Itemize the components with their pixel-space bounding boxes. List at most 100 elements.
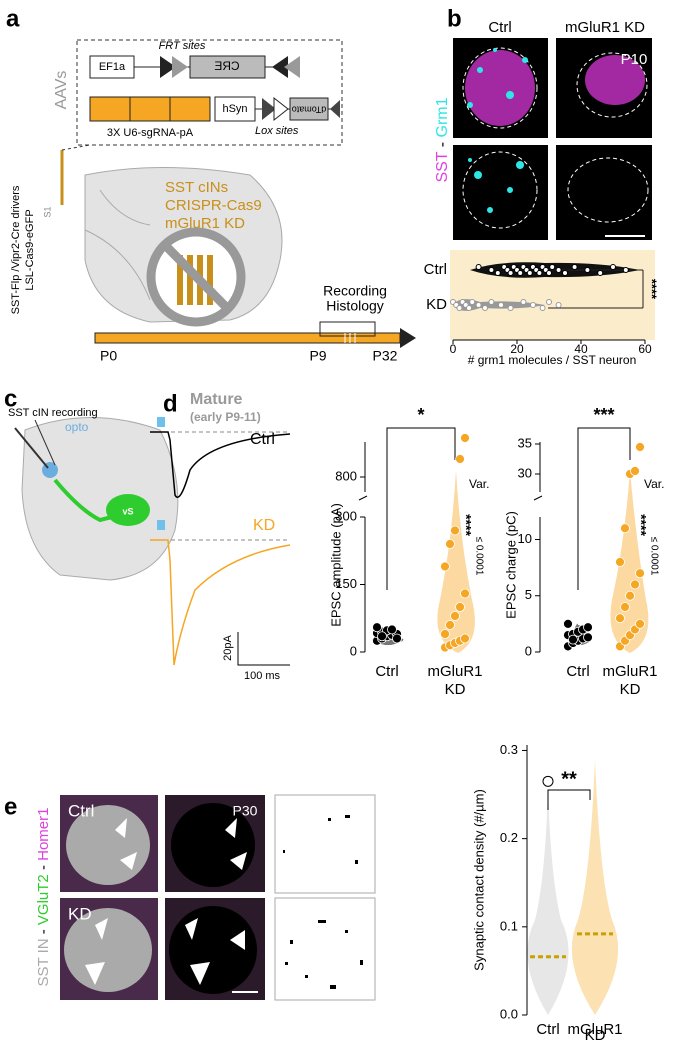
label: * — [417, 405, 424, 425]
side-part: VGluT2 — [35, 874, 52, 925]
label: Ctrl — [68, 801, 94, 820]
label: 20 — [510, 342, 524, 356]
dot — [549, 264, 556, 270]
panel-letter: e — [4, 793, 17, 820]
dot — [563, 618, 573, 629]
dot — [620, 602, 630, 612]
dot — [445, 539, 455, 549]
label: 100 ms — [244, 670, 281, 682]
label: KD — [445, 681, 466, 698]
label: Ctrl — [536, 1021, 559, 1038]
label: 3X U6-sgRNA-pA — [107, 127, 194, 139]
dot — [583, 632, 593, 643]
dot — [635, 442, 645, 452]
dot — [494, 270, 501, 276]
label: LSL-Cas9-eGFP — [24, 209, 36, 290]
label: 0 — [525, 643, 532, 658]
dot — [610, 264, 616, 270]
label: Ctrl — [375, 663, 398, 680]
dot — [635, 618, 645, 629]
dot — [526, 270, 533, 276]
bracket — [547, 789, 591, 810]
label: Lox sites — [255, 125, 299, 137]
dot — [571, 264, 578, 270]
label: CRISPR-Cas9 — [165, 197, 262, 214]
label: P0 — [100, 348, 117, 364]
label: # grm1 molecules / SST neuron — [468, 353, 637, 367]
dot — [377, 631, 387, 642]
dot — [620, 523, 630, 534]
label: **** — [645, 279, 660, 300]
label: **** — [633, 514, 649, 536]
break — [533, 495, 543, 501]
dot — [555, 267, 562, 273]
label: **** — [458, 514, 474, 536]
bracket — [386, 427, 456, 590]
side-part: - — [35, 925, 52, 938]
label: EPSC amplitude (pA) — [328, 503, 343, 627]
label: 0 — [450, 342, 457, 356]
side-part: Grm1 — [434, 97, 451, 137]
label: P9 — [309, 348, 326, 364]
label: Var. — [469, 477, 489, 491]
label: hSyn — [222, 103, 247, 115]
dot — [622, 267, 629, 273]
dot — [584, 267, 591, 273]
cre-label: CRE — [214, 59, 239, 73]
label: (early P9-11) — [190, 410, 261, 424]
dot — [546, 299, 552, 305]
label: SST cIN recording — [8, 407, 98, 419]
dot — [475, 264, 482, 270]
label: ** — [561, 768, 577, 790]
dot — [455, 454, 465, 464]
label: Var. — [644, 477, 664, 491]
label: ≤ 0.0001 — [473, 537, 484, 576]
hsyn-box — [214, 96, 256, 122]
dot — [455, 602, 465, 612]
label: Ctrl — [566, 663, 589, 680]
dot — [615, 613, 625, 624]
label: KD — [620, 681, 641, 698]
dot — [460, 633, 470, 644]
dot — [568, 634, 578, 645]
label: 800 — [335, 468, 357, 483]
side-label: SST IN - VGluT2 - Homer1 — [35, 808, 52, 987]
label: 30 — [518, 465, 532, 480]
panel-letter: a — [6, 5, 20, 32]
dot — [387, 624, 397, 635]
dot — [460, 588, 470, 599]
label: AAVs — [53, 71, 70, 110]
dot — [469, 299, 476, 305]
label: Ctrl — [488, 19, 511, 36]
dot — [460, 433, 470, 443]
side-part: Homer1 — [35, 808, 52, 861]
label: Synaptic contact density (#/µm) — [471, 789, 486, 971]
label: 5 — [525, 587, 532, 602]
label: SST cINs — [165, 179, 228, 196]
dot — [520, 299, 527, 305]
panel-letter: c — [4, 385, 17, 412]
label: 0.1 — [500, 918, 518, 933]
label: KD — [253, 517, 275, 534]
label: 40 — [574, 342, 588, 356]
label: EF1a — [99, 61, 126, 73]
label: mGluR1 KD — [165, 215, 245, 232]
side-label: SST - Grm1 — [434, 97, 451, 182]
label: ≤ 0.0001 — [648, 537, 659, 576]
label: mGluR1 KD — [565, 19, 645, 36]
dot — [507, 270, 514, 276]
label: 0 — [350, 643, 357, 658]
label: P32 — [373, 348, 398, 364]
outlier — [542, 775, 554, 787]
dot — [536, 270, 543, 276]
dot — [625, 590, 635, 601]
dot — [597, 270, 604, 276]
label: mGluR1 — [427, 663, 482, 680]
dot — [456, 305, 463, 311]
label: Mature — [190, 391, 243, 408]
label: mGluR1 — [567, 1021, 622, 1038]
label: 10 — [518, 531, 532, 546]
dot — [440, 561, 450, 572]
panel-letter: b — [447, 5, 462, 32]
